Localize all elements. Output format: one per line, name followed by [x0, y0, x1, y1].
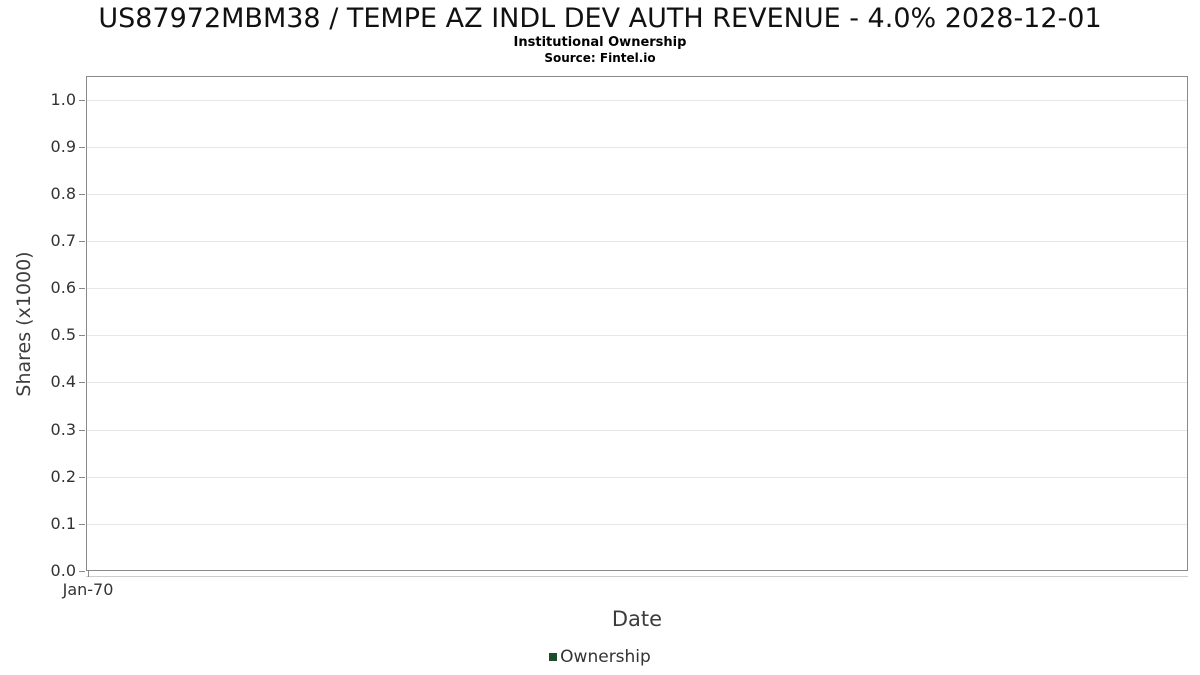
gridline: [87, 193, 1187, 195]
y-tick-mark: [79, 100, 85, 101]
legend-item-ownership: Ownership: [560, 647, 651, 667]
y-tick-mark: [79, 241, 85, 242]
gridline: [87, 335, 1187, 337]
x-axis-title: Date: [611, 607, 663, 631]
y-tick-label: 0.3: [50, 419, 76, 439]
gridline: [87, 99, 1187, 101]
y-tick-mark: [79, 571, 85, 572]
x-axis-line: [86, 576, 1188, 577]
y-tick-mark: [79, 194, 85, 195]
gridline: [87, 241, 1187, 242]
x-tick-mark: [88, 571, 89, 577]
chart-title: US87972MBM38 / TEMPE AZ INDL DEV AUTH RE…: [98, 3, 1102, 34]
gridline: [87, 429, 1187, 431]
y-tick-label: 0.4: [50, 372, 76, 392]
y-tick-label: 0.8: [50, 183, 76, 203]
y-tick-label: 0.1: [50, 513, 76, 533]
legend: Ownership: [0, 647, 1200, 667]
gridline: [87, 476, 1187, 478]
gridline: [87, 523, 1187, 525]
y-tick-label: 0.0: [50, 561, 76, 580]
legend-marker-square-icon: [549, 653, 558, 661]
y-tick-mark: [79, 430, 85, 431]
y-tick-label: 0.9: [50, 136, 76, 156]
plot-area: [86, 76, 1188, 571]
y-tick-mark: [79, 477, 85, 478]
y-tick-mark: [79, 288, 85, 289]
y-tick-mark: [79, 147, 85, 148]
gridline: [87, 382, 1187, 384]
y-tick-mark: [79, 524, 85, 525]
y-tick-mark: [79, 382, 85, 383]
gridline: [87, 288, 1187, 290]
y-tick-mark: [79, 335, 85, 336]
chart-source-credit: Source: Fintel.io: [544, 51, 656, 65]
y-tick-label: 0.6: [50, 278, 76, 298]
gridline: [87, 146, 1187, 148]
chart-subtitle: Institutional Ownership: [513, 35, 687, 50]
y-tick-label: 1.0: [50, 89, 76, 109]
x-tick-label: Jan-70: [62, 580, 114, 599]
y-tick-label: 0.2: [50, 466, 76, 486]
y-tick-label: 0.5: [50, 325, 76, 345]
y-tick-label: 0.7: [50, 231, 76, 250]
